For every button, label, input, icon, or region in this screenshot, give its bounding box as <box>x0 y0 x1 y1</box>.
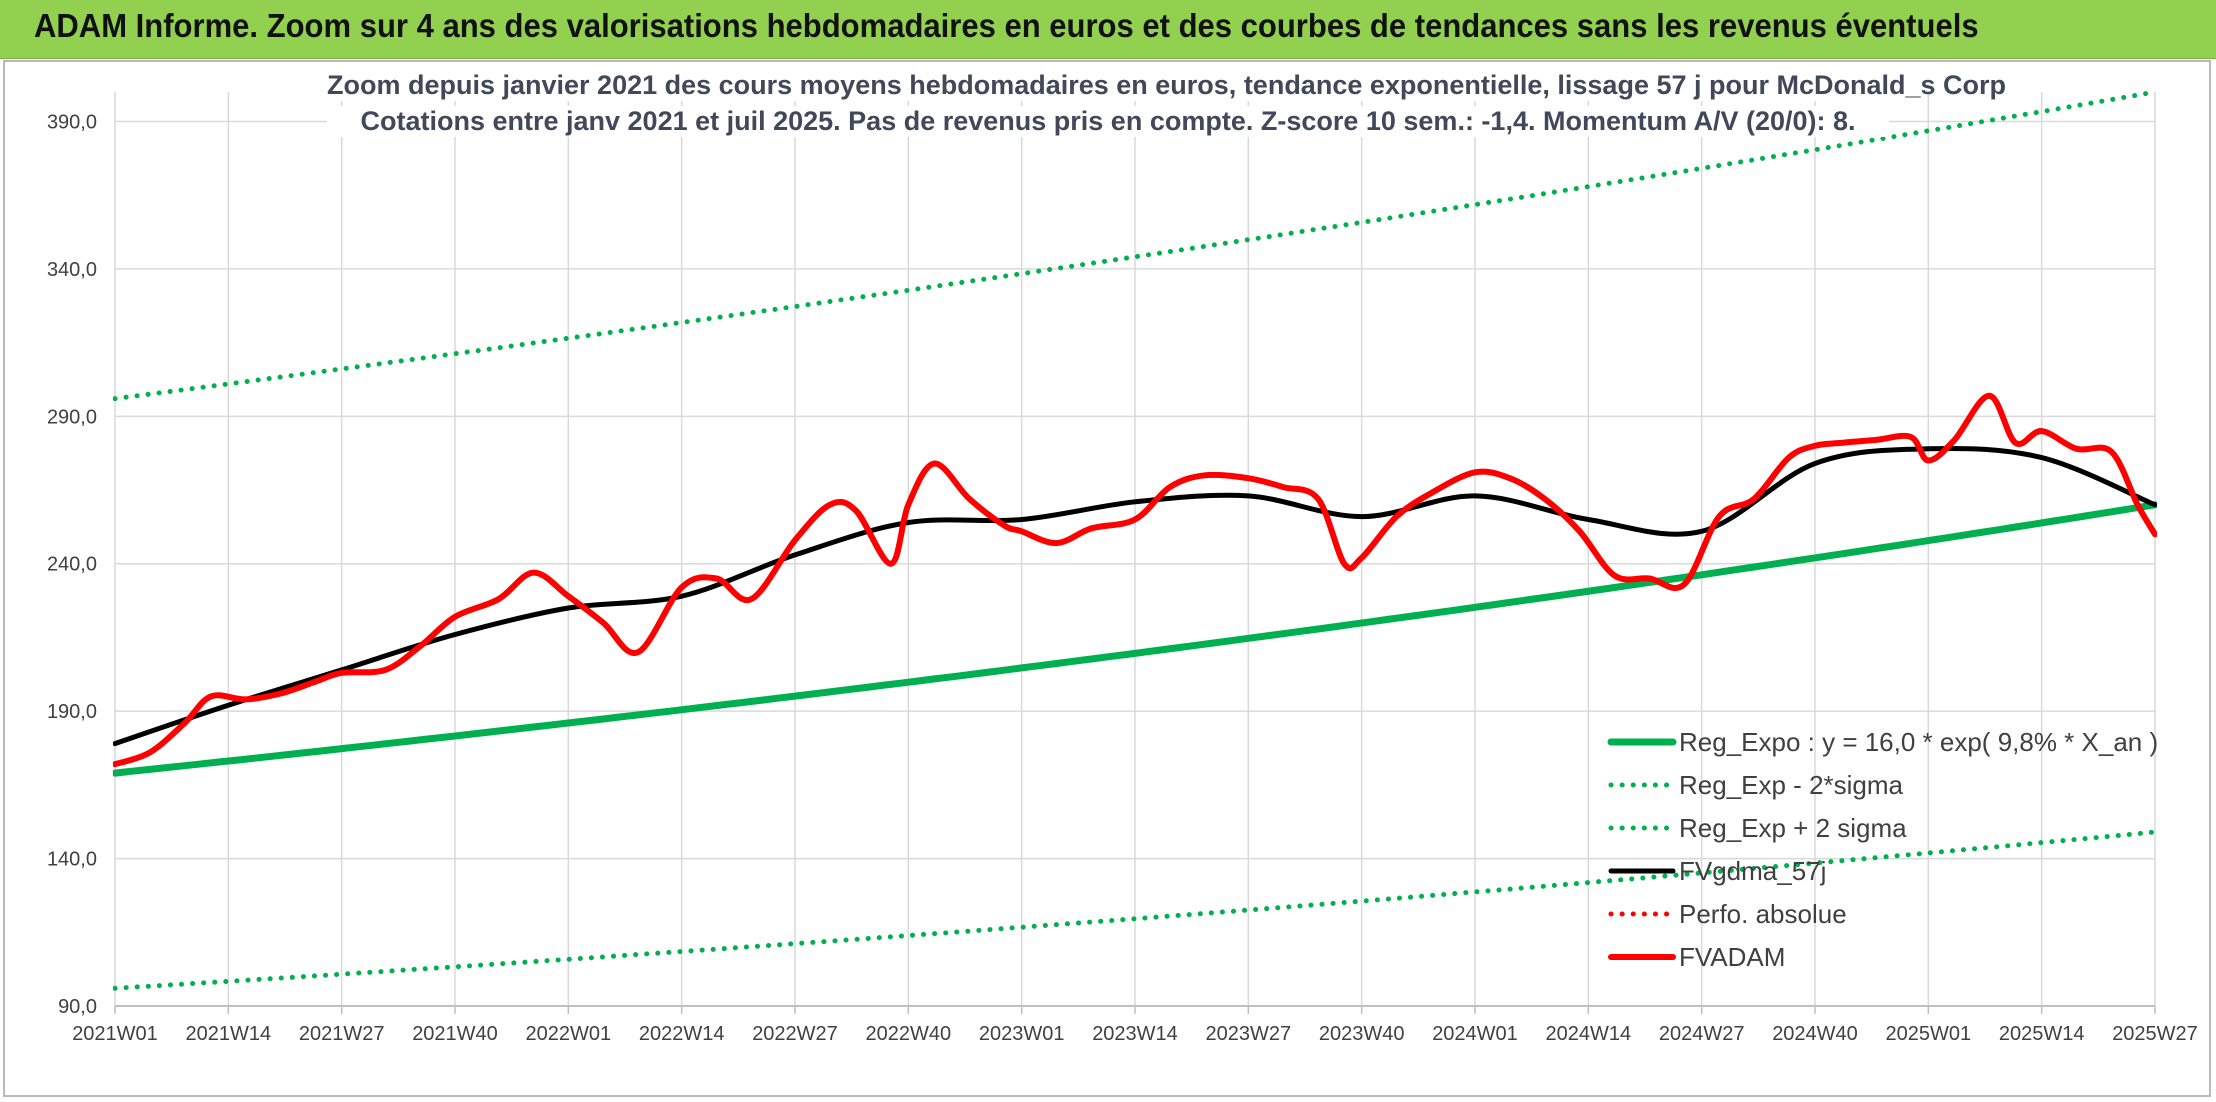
x-tick-label: 2024W01 <box>1432 1023 1518 1045</box>
chart-frame: 90,0 140,0 190,0 240,0 290,0 340,0 390,0 2021W0… <box>3 60 2211 1097</box>
x-tick-label: 2024W40 <box>1772 1023 1858 1045</box>
chart-subtitle: Cotations entre janv 2021 et juil 2025. … <box>327 106 1889 137</box>
series-line-reg-exp-2-sigma <box>113 829 2157 991</box>
report-banner: ADAM Informe. Zoom sur 4 ans des valoris… <box>0 0 2216 59</box>
x-tick-label: 2025W27 <box>2112 1023 2198 1045</box>
series-line-reg-exp-2-sigma <box>113 89 2157 402</box>
y-tick-label: 390,0 <box>47 111 97 133</box>
legend-label: FVADAM <box>1679 942 1785 972</box>
legend-label: Perfo. absolue <box>1679 899 1847 929</box>
series-line-fvgdma-57j <box>113 445 2157 747</box>
series-line-reg-expo-y-16-0-exp-9-8-x-an <box>113 501 2157 777</box>
legend-label: Reg_Expo : y = 16,0 * exp( 9,8% * X_an ) <box>1679 727 2158 757</box>
y-tick-label: 240,0 <box>47 554 97 576</box>
x-tick-label: 2023W40 <box>1319 1023 1405 1045</box>
x-tick-label: 2025W14 <box>1999 1023 2085 1045</box>
x-tick-label: 2021W27 <box>299 1023 385 1045</box>
y-tick-label: 140,0 <box>47 849 97 871</box>
x-tick-label: 2023W14 <box>1092 1023 1178 1045</box>
series-group <box>113 89 2157 991</box>
x-tick-label: 2021W40 <box>412 1023 498 1045</box>
legend-label: Reg_Exp - 2*sigma <box>1679 770 1904 800</box>
y-tick-label: 190,0 <box>47 701 97 723</box>
x-tick-label: 2022W14 <box>639 1023 725 1045</box>
x-tick-label: 2021W01 <box>72 1023 158 1045</box>
y-tick-label: 90,0 <box>58 996 97 1018</box>
x-tick-label: 2024W14 <box>1546 1023 1632 1045</box>
x-tick-label: 2022W40 <box>866 1023 952 1045</box>
x-tick-label: 2022W27 <box>752 1023 838 1045</box>
x-tick-label: 2023W27 <box>1206 1023 1292 1045</box>
legend-label: Reg_Exp + 2 sigma <box>1679 813 1907 843</box>
line-chart: 90,0 140,0 190,0 240,0 290,0 340,0 390,0 2021W0… <box>47 89 2198 1045</box>
chart-title: Zoom depuis janvier 2021 des cours moyen… <box>327 70 2007 101</box>
x-tick-label: 2021W14 <box>186 1023 272 1045</box>
legend-label: FVgdma_57j <box>1679 856 1826 886</box>
x-tick-label: 2022W01 <box>526 1023 612 1045</box>
x-tick-label: 2023W01 <box>979 1023 1065 1045</box>
y-tick-label: 290,0 <box>47 406 97 428</box>
series-line-fvadam <box>113 392 2157 768</box>
x-tick-label: 2024W27 <box>1659 1023 1745 1045</box>
y-tick-label: 340,0 <box>47 259 97 281</box>
x-tick-label: 2025W01 <box>1886 1023 1972 1045</box>
report-title: ADAM Informe. Zoom sur 4 ans des valoris… <box>34 7 1979 44</box>
